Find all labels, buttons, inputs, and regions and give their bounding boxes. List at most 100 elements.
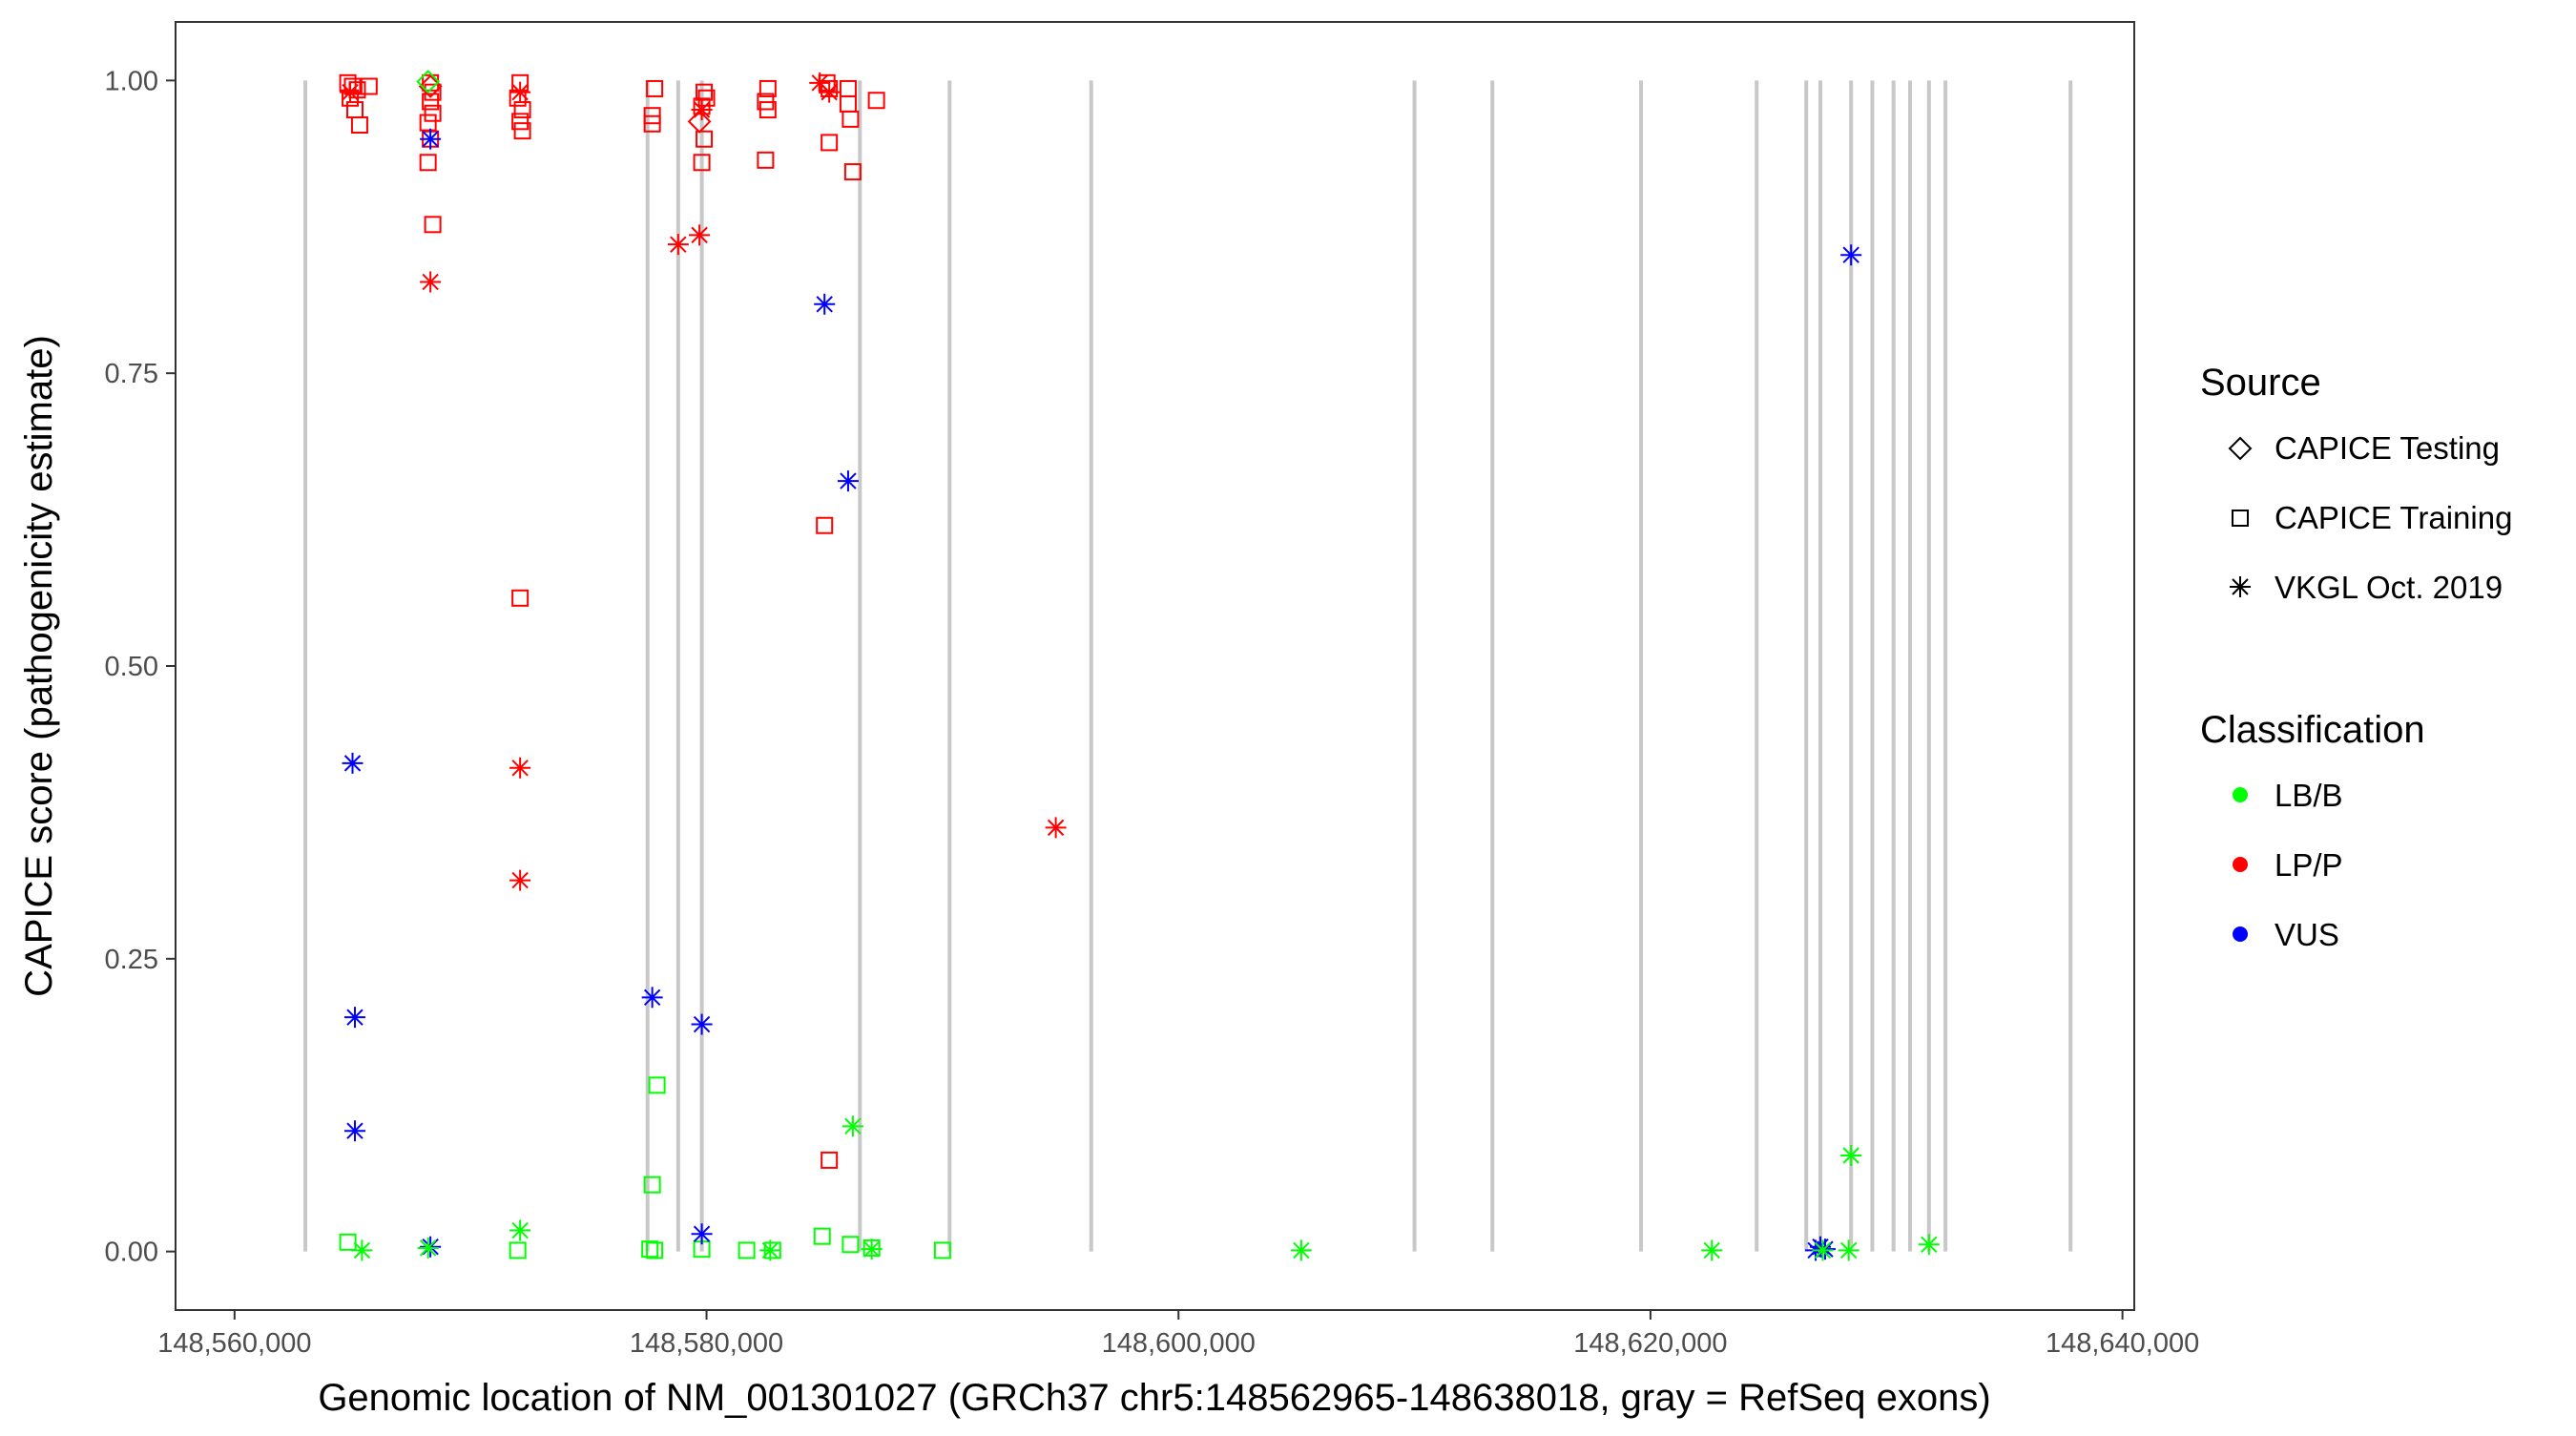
data-point-square [821, 1151, 839, 1169]
data-point-square [643, 1176, 661, 1194]
legend-source: Source CAPICE Testing CAPICE Training VK… [2200, 362, 2512, 605]
data-point-asterisk [691, 1013, 713, 1035]
data-point-square [696, 83, 714, 101]
data-point-asterisk [691, 1223, 713, 1245]
data-point-square [821, 134, 839, 152]
y-tick-label: 0.50 [105, 652, 158, 682]
exon-lines [303, 80, 2073, 1252]
data-point-asterisk [841, 1115, 863, 1137]
data-point-asterisk [1701, 1239, 1723, 1261]
data-point-asterisk [343, 1007, 365, 1029]
data-point-square [360, 77, 378, 95]
data-point-square [737, 1241, 756, 1259]
legend-source-title: Source [2200, 362, 2321, 404]
data-point-diamond [416, 70, 441, 94]
data-point-asterisk [1918, 1234, 1940, 1256]
data-point-square [424, 104, 442, 122]
legend-label: CAPICE Training [2275, 500, 2512, 535]
data-point-square [511, 113, 530, 131]
data-point-square [419, 154, 437, 172]
data-point-asterisk [689, 224, 711, 246]
data-point-asterisk [1840, 1145, 1862, 1166]
data-point-square [843, 163, 862, 181]
legend-key-dot-icon [2233, 926, 2248, 942]
data-point-asterisk [691, 99, 713, 121]
data-point-square [511, 589, 530, 607]
data-point-asterisk [509, 1219, 531, 1241]
x-tick-label: 148,620,000 [1573, 1328, 1727, 1359]
data-point-square [509, 1241, 527, 1259]
data-point-asterisk [1290, 1239, 1312, 1261]
data-point-square [839, 79, 857, 97]
legend-label: LP/P [2275, 847, 2343, 883]
legend-item-capice-testing: CAPICE Testing [2228, 430, 2500, 466]
legend-key-dot-icon [2233, 787, 2248, 802]
data-point-square [422, 93, 440, 111]
legend-label: CAPICE Testing [2275, 430, 2500, 466]
data-point-square [648, 1076, 666, 1094]
data-point-square [339, 1233, 357, 1251]
data-point-square [693, 154, 711, 172]
data-point-asterisk [351, 1239, 373, 1261]
data-point-square [513, 101, 531, 119]
y-tick-label: 0.75 [105, 359, 158, 389]
data-point-asterisk [814, 293, 836, 315]
data-point-asterisk [509, 869, 531, 891]
data-point-asterisk [1812, 1239, 1834, 1261]
data-point-square [345, 101, 364, 119]
data-points [339, 70, 1940, 1261]
x-tick-label: 148,580,000 [630, 1328, 783, 1359]
y-axis-title: CAPICE score (pathogenicity estimate) [18, 335, 60, 997]
x-axis-title: Genomic location of NM_001301027 (GRCh37… [318, 1377, 1990, 1419]
data-point-asterisk [342, 752, 364, 774]
x-tick-label: 148,560,000 [157, 1328, 311, 1359]
legend-key-dot-icon [2233, 857, 2248, 872]
data-point-asterisk [509, 757, 531, 779]
data-point-square [841, 1236, 860, 1254]
data-point-square [646, 79, 664, 97]
data-point-asterisk [837, 470, 859, 492]
y-tick-label: 0.00 [105, 1238, 158, 1268]
data-point-square [350, 116, 368, 134]
data-point-square [816, 516, 834, 534]
data-point-asterisk [1838, 1239, 1859, 1261]
legend-item-lpp: LP/P [2233, 847, 2343, 883]
legend-label: LB/B [2275, 778, 2343, 813]
y-tick-label: 1.00 [105, 66, 158, 96]
data-point-asterisk [420, 128, 442, 150]
data-point-square [757, 151, 775, 169]
y-tick-label: 0.25 [105, 945, 158, 975]
legend-label: VKGL Oct. 2019 [2275, 570, 2503, 605]
data-point-square [641, 1240, 659, 1259]
data-point-square [696, 130, 714, 148]
plot-panel-border [175, 21, 2135, 1311]
legend-item-vus: VUS [2233, 917, 2339, 952]
legend-key-square-icon [2232, 510, 2249, 527]
legend-key-diamond-icon [2228, 436, 2253, 461]
legend-label: VUS [2275, 917, 2339, 952]
data-point-square [513, 122, 531, 140]
data-point-asterisk [1045, 817, 1067, 839]
x-tick-label: 148,640,000 [2046, 1328, 2199, 1359]
data-point-square [758, 101, 777, 119]
y-axis: 0.00 0.25 0.50 0.75 1.00 [105, 66, 176, 1268]
data-point-asterisk [819, 81, 841, 103]
data-point-asterisk [759, 1239, 781, 1261]
legend-item-vkgl: VKGL Oct. 2019 [2230, 570, 2503, 605]
data-point-square [419, 114, 437, 132]
legend-classification: Classification LB/B LP/P VUS [2200, 709, 2425, 952]
data-point-square [813, 1227, 831, 1245]
data-point-square [424, 216, 442, 234]
data-point-square [839, 94, 857, 113]
data-point-diamond [687, 109, 712, 134]
data-point-asterisk [509, 81, 531, 103]
data-point-asterisk [417, 1237, 439, 1259]
data-point-asterisk [343, 1120, 365, 1142]
data-point-square [841, 110, 860, 128]
legend-item-lbb: LB/B [2233, 778, 2343, 813]
data-point-asterisk [340, 81, 362, 103]
data-point-asterisk [1840, 244, 1862, 266]
data-point-asterisk [641, 987, 663, 1009]
